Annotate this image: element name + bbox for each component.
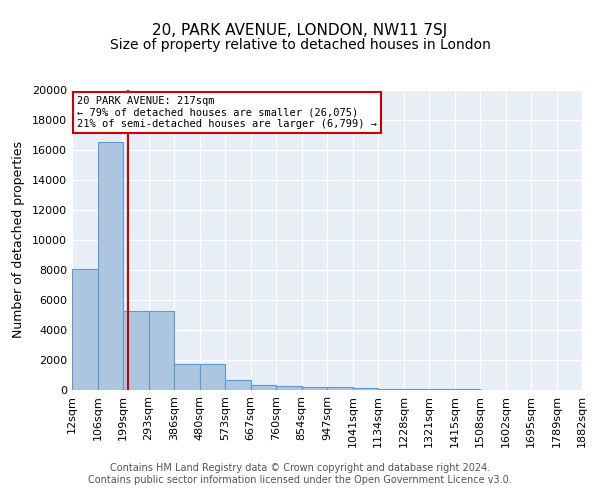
- Bar: [353, 388, 378, 390]
- Bar: [149, 310, 174, 390]
- Bar: [251, 385, 276, 390]
- Bar: [276, 386, 302, 390]
- Bar: [302, 387, 327, 390]
- Bar: [378, 389, 404, 390]
- Bar: [404, 389, 429, 390]
- Bar: [72, 268, 97, 390]
- Bar: [97, 142, 123, 390]
- Text: 20, PARK AVENUE, LONDON, NW11 7SJ: 20, PARK AVENUE, LONDON, NW11 7SJ: [152, 22, 448, 38]
- Y-axis label: Number of detached properties: Number of detached properties: [12, 142, 25, 338]
- Bar: [429, 389, 455, 390]
- Text: 20 PARK AVENUE: 217sqm
← 79% of detached houses are smaller (26,075)
21% of semi: 20 PARK AVENUE: 217sqm ← 79% of detached…: [77, 96, 377, 129]
- Text: Contains HM Land Registry data © Crown copyright and database right 2024.
Contai: Contains HM Land Registry data © Crown c…: [88, 464, 512, 485]
- Bar: [174, 364, 199, 390]
- Bar: [327, 387, 353, 390]
- Bar: [123, 310, 149, 390]
- Bar: [225, 380, 251, 390]
- Bar: [199, 364, 225, 390]
- Text: Size of property relative to detached houses in London: Size of property relative to detached ho…: [110, 38, 490, 52]
